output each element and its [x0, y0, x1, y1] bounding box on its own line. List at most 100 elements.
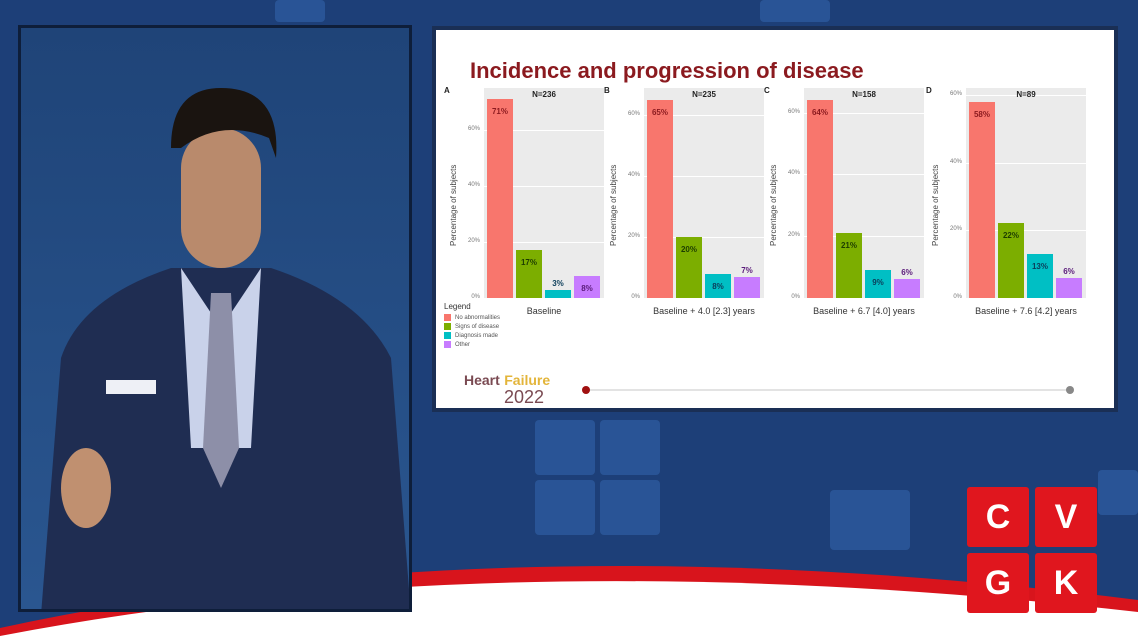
gridline — [484, 186, 604, 187]
y-tick-label: 0% — [631, 294, 640, 300]
y-tick-label: 20% — [627, 233, 640, 240]
gridline — [966, 162, 1086, 164]
y-tick-label: 60% — [467, 126, 480, 132]
progress-end-marker[interactable] — [1066, 386, 1074, 394]
y-axis-label: Percentage of subjects — [769, 164, 778, 246]
cvgk-logo: C V G K — [967, 487, 1097, 613]
background-tile — [600, 480, 660, 535]
bar-signs-of-disease — [998, 223, 1024, 298]
legend-item: Other — [444, 340, 500, 349]
logo-letter: C — [967, 487, 1029, 547]
gridline — [804, 174, 924, 176]
gridline — [484, 242, 604, 243]
background-tile — [275, 0, 325, 22]
x-axis-label: Baseline + 4.0 [2.3] years — [653, 306, 755, 316]
gridline — [966, 94, 1086, 96]
bar-signs-of-disease — [676, 237, 702, 298]
plot-area: 58% 22% 13% 6% — [966, 88, 1086, 299]
presenter-video — [18, 25, 412, 612]
background-tile — [1098, 470, 1138, 515]
logo-letter: K — [1035, 553, 1097, 613]
y-tick-label: 40% — [787, 170, 800, 177]
bar-diagnosis-made — [865, 270, 891, 298]
bar-value-label: 65% — [651, 108, 668, 118]
legend-item: Diagnosis made — [444, 331, 500, 340]
bar-diagnosis-made — [545, 289, 571, 298]
gridline — [966, 298, 1086, 299]
presentation-slide: Incidence and progression of disease A 71… — [432, 26, 1118, 412]
y-axis-label: Percentage of subjects — [931, 164, 940, 246]
background-tile — [600, 420, 660, 475]
bar-value-label: 71% — [491, 107, 508, 117]
chart-panel-c: C 64% 21% 9% 6% N=158 Percentage of subjects Ba… — [764, 86, 924, 316]
presenter-figure — [41, 88, 409, 609]
chart-panel-a: A 71% 17% 3% 8% N=236 Percentage of subjects Ba… — [444, 86, 604, 316]
y-axis-label: Percentage of subjects — [609, 164, 618, 246]
panel-letter: D — [926, 86, 932, 95]
panel-letter: A — [444, 86, 450, 95]
gridline — [484, 130, 604, 131]
bar-value-label: 6% — [901, 268, 913, 278]
bar-other — [1056, 277, 1082, 298]
y-axis-label: Percentage of subjects — [449, 164, 458, 246]
y-tick-label: 40% — [467, 182, 480, 188]
bar-diagnosis-made — [705, 273, 731, 298]
y-tick-label: 40% — [627, 172, 640, 179]
background-tile — [830, 490, 910, 550]
n-label: N=158 — [852, 90, 876, 99]
bar-signs-of-disease — [836, 233, 862, 298]
background-tile — [535, 420, 595, 475]
logo-letter: V — [1035, 487, 1097, 547]
legend-title: Legend — [444, 302, 471, 311]
progress-start-marker[interactable] — [582, 386, 590, 394]
y-tick-label: 0% — [471, 294, 480, 300]
y-tick-label: 0% — [791, 294, 800, 300]
n-label: N=235 — [692, 90, 716, 99]
plot-area: 71% 17% 3% 8% — [484, 88, 604, 299]
bar-value-label: 17% — [520, 258, 537, 268]
y-tick-label: 0% — [953, 294, 962, 300]
n-label: N=89 — [1016, 90, 1036, 99]
gridline — [484, 298, 604, 299]
bar-value-label: 3% — [552, 278, 564, 288]
bar-value-label: 64% — [811, 108, 828, 118]
y-tick-label: 40% — [949, 158, 962, 165]
gridline — [644, 115, 764, 117]
gridline — [644, 298, 764, 299]
legend: Legend No abnormalities Signs of disease… — [444, 302, 500, 349]
y-tick-label: 60% — [627, 111, 640, 118]
gridline — [804, 112, 924, 114]
background-tile — [760, 0, 830, 22]
bar-other — [894, 279, 920, 298]
bar-no-abnormalities — [487, 99, 513, 298]
bar-value-label: 7% — [741, 265, 753, 275]
gridline — [966, 230, 1086, 232]
bar-value-label: 9% — [872, 278, 884, 288]
bar-diagnosis-made — [1027, 253, 1053, 298]
chart-panel-b: B 65% 20% 8% 7% N=235 Percentage of subjects Ba… — [604, 86, 764, 316]
bar-value-label: 13% — [1031, 261, 1048, 271]
bar-other — [734, 276, 760, 298]
y-tick-label: 60% — [787, 108, 800, 115]
bar-value-label: 22% — [1002, 231, 1019, 241]
bar-no-abnormalities — [807, 100, 833, 298]
slide-progress-bar[interactable] — [582, 386, 1074, 394]
x-axis-label: Baseline — [526, 306, 562, 316]
y-tick-label: 20% — [787, 232, 800, 239]
bar-value-label: 58% — [973, 109, 990, 119]
gridline — [644, 237, 764, 239]
gridline — [804, 298, 924, 299]
bar-signs-of-disease — [516, 250, 542, 298]
heart-failure-2022-logo: Heart Failure 2022 — [464, 372, 551, 407]
bar-no-abnormalities — [969, 101, 995, 298]
bar-value-label: 6% — [1063, 266, 1075, 276]
panel-letter: C — [764, 86, 770, 95]
bar-other — [574, 275, 600, 298]
chart-panel-d: D 58% 22% 13% 6% N=89 Percentage of subjects Ba… — [926, 86, 1086, 316]
panel-letter: B — [604, 86, 610, 95]
logo-letter: G — [967, 553, 1029, 613]
plot-area: 64% 21% 9% 6% — [804, 88, 924, 299]
n-label: N=236 — [532, 90, 556, 99]
legend-item: No abnormalities — [444, 313, 500, 322]
x-axis-label: Baseline + 7.6 [4.2] years — [975, 306, 1077, 316]
